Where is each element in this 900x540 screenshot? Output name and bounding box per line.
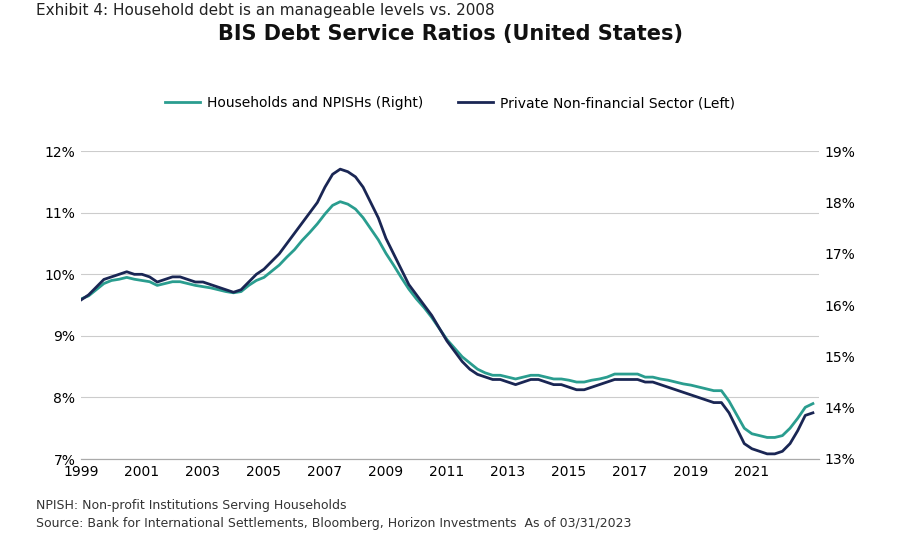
Households and NPISHs (Right): [98, 280, 109, 287]
Households and NPISHs (Right): [129, 276, 140, 282]
Private Non-financial Sector (Left): [761, 450, 772, 457]
Private Non-financial Sector (Left): [647, 379, 658, 385]
Private Non-financial Sector (Left): [76, 296, 86, 303]
Line: Private Non-financial Sector (Left): Private Non-financial Sector (Left): [81, 169, 813, 454]
Text: Source: Bank for International Settlements, Bloomberg, Horizon Investments  As o: Source: Bank for International Settlemen…: [36, 517, 632, 530]
Text: BIS Debt Service Ratios (United States): BIS Debt Service Ratios (United States): [218, 24, 682, 44]
Households and NPISHs (Right): [761, 434, 772, 441]
Private Non-financial Sector (Left): [129, 271, 140, 278]
Households and NPISHs (Right): [502, 374, 513, 380]
Households and NPISHs (Right): [335, 198, 346, 205]
Private Non-financial Sector (Left): [502, 379, 513, 385]
Line: Households and NPISHs (Right): Households and NPISHs (Right): [81, 201, 813, 437]
Households and NPISHs (Right): [266, 268, 277, 274]
Legend: Households and NPISHs (Right), Private Non-financial Sector (Left): Households and NPISHs (Right), Private N…: [160, 91, 740, 116]
Households and NPISHs (Right): [807, 400, 818, 407]
Households and NPISHs (Right): [449, 345, 460, 352]
Private Non-financial Sector (Left): [266, 258, 277, 265]
Text: Exhibit 4: Household debt is an manageable levels vs. 2008: Exhibit 4: Household debt is an manageab…: [36, 3, 495, 18]
Households and NPISHs (Right): [647, 374, 658, 380]
Text: NPISH: Non-profit Institutions Serving Households: NPISH: Non-profit Institutions Serving H…: [36, 500, 346, 512]
Private Non-financial Sector (Left): [98, 276, 109, 282]
Households and NPISHs (Right): [76, 296, 86, 302]
Private Non-financial Sector (Left): [449, 348, 460, 354]
Private Non-financial Sector (Left): [335, 166, 346, 172]
Private Non-financial Sector (Left): [807, 409, 818, 416]
